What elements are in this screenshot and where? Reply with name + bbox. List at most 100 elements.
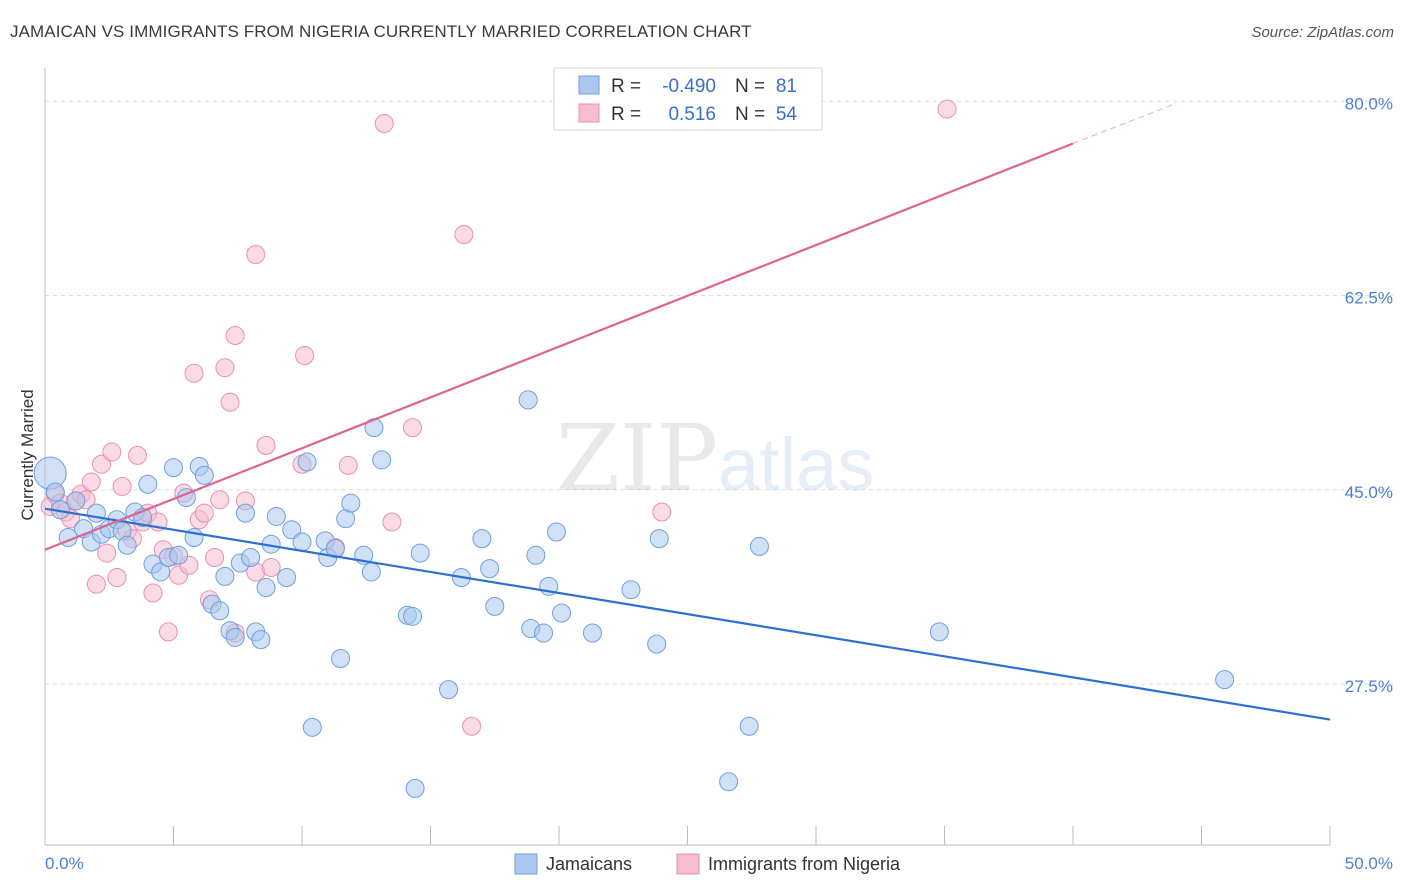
point-jamaicans (1215, 670, 1235, 690)
trend-line-jamaicans (44, 507, 1331, 721)
legend-swatch-nigeria (578, 103, 600, 123)
point-jamaicans (534, 623, 554, 643)
point-nigeria (112, 476, 132, 496)
bottom-legend-swatch-jamaicans (514, 853, 538, 875)
x-tick-label-max: 50.0% (1345, 854, 1393, 873)
point-nigeria (81, 472, 101, 492)
point-jamaicans (86, 503, 106, 523)
legend-n-label-2: N = (735, 104, 765, 125)
point-jamaicans (647, 634, 667, 654)
point-jamaicans (526, 545, 546, 565)
y-tick-label: 62.5% (1345, 289, 1393, 308)
point-jamaicans (297, 452, 317, 472)
legend-swatch-jamaicans (578, 75, 600, 95)
point-jamaicans (45, 482, 65, 502)
legend-r-label-2: R = (611, 104, 641, 125)
point-jamaicans (266, 506, 286, 526)
point-jamaicans (621, 580, 641, 600)
point-nigeria (652, 502, 672, 522)
point-nigeria (454, 225, 474, 244)
point-jamaicans (256, 577, 276, 597)
point-nigeria (220, 392, 240, 412)
point-nigeria (158, 622, 178, 642)
point-jamaicans (719, 772, 739, 792)
point-nigeria (261, 558, 281, 577)
point-jamaicans (546, 522, 566, 542)
legend-r-label-1: R = (611, 76, 641, 97)
point-nigeria (256, 435, 276, 455)
watermark-atlas: atlas (718, 423, 874, 506)
point-jamaicans (251, 630, 271, 650)
point-nigeria (246, 244, 266, 264)
point-jamaicans (518, 390, 538, 410)
point-nigeria (295, 345, 315, 365)
point-jamaicans (403, 606, 423, 626)
point-jamaicans (169, 545, 189, 565)
point-nigeria (338, 455, 358, 475)
bottom-legend-label-jamaicans: Jamaicans (546, 854, 632, 874)
point-jamaicans (480, 559, 500, 579)
point-jamaicans (325, 539, 345, 559)
point-jamaicans (410, 543, 430, 563)
point-jamaicans (164, 458, 183, 478)
y-axis-label: Currently Married (18, 389, 37, 520)
watermark-zip: ZIP (556, 405, 718, 512)
point-nigeria (86, 574, 106, 594)
point-nigeria (143, 583, 163, 603)
point-jamaicans (372, 450, 392, 470)
trend-line-nigeria (44, 142, 1074, 551)
legend-n-value-1: 81 (776, 76, 797, 97)
x-axis-tick-labels: 0.0% 50.0% (45, 854, 1393, 873)
point-nigeria (194, 503, 214, 523)
point-nigeria (92, 454, 112, 474)
point-nigeria (128, 445, 148, 465)
point-jamaicans (277, 567, 297, 587)
point-jamaicans (235, 503, 255, 523)
point-nigeria (184, 363, 204, 383)
y-tick-label: 80.0% (1345, 94, 1393, 113)
point-nigeria (210, 490, 230, 510)
watermark: ZIP atlas (556, 405, 874, 512)
point-jamaicans (438, 680, 458, 700)
point-nigeria (462, 716, 482, 736)
point-jamaicans (552, 603, 572, 623)
point-jamaicans (582, 623, 602, 643)
point-nigeria (107, 567, 127, 587)
bottom-legend-swatch-nigeria (676, 853, 700, 875)
trend-line-nigeria-extension (1072, 102, 1177, 145)
point-jamaicans (117, 535, 137, 555)
point-nigeria (215, 358, 235, 378)
bottom-legend: Jamaicans Immigrants from Nigeria (514, 853, 901, 875)
point-jamaicans (485, 596, 505, 616)
point-jamaicans (649, 529, 669, 549)
legend-r-value-2: 0.516 (668, 104, 716, 125)
point-jamaicans (292, 532, 312, 552)
point-nigeria (937, 99, 957, 119)
legend-r-value-1: -0.490 (662, 76, 716, 97)
x-tick-label-min: 0.0% (45, 854, 84, 873)
x-axis-ticks (173, 826, 1331, 845)
point-jamaicans (361, 562, 381, 582)
point-jamaicans (210, 601, 230, 621)
point-jamaicans (302, 717, 322, 737)
point-nigeria (205, 548, 225, 568)
point-jamaicans (138, 474, 158, 494)
point-nigeria (97, 543, 117, 563)
point-jamaicans (66, 491, 86, 511)
y-axis-tick-labels: 27.5% 45.0% 62.5% 80.0% (1345, 94, 1393, 696)
point-nigeria (403, 418, 423, 438)
legend-n-value-2: 54 (776, 104, 798, 125)
point-jamaicans (331, 649, 351, 669)
chart-source: Source: ZipAtlas.com (1251, 24, 1394, 41)
point-nigeria (374, 114, 394, 133)
point-jamaicans (929, 622, 949, 642)
legend-n-label-1: N = (735, 76, 765, 97)
point-jamaicans (194, 465, 214, 485)
series-nigeria-points (40, 99, 957, 736)
point-jamaicans (215, 566, 235, 586)
point-jamaicans (341, 493, 361, 513)
point-nigeria (102, 442, 122, 462)
point-nigeria (225, 326, 245, 346)
point-jamaicans (472, 529, 492, 549)
